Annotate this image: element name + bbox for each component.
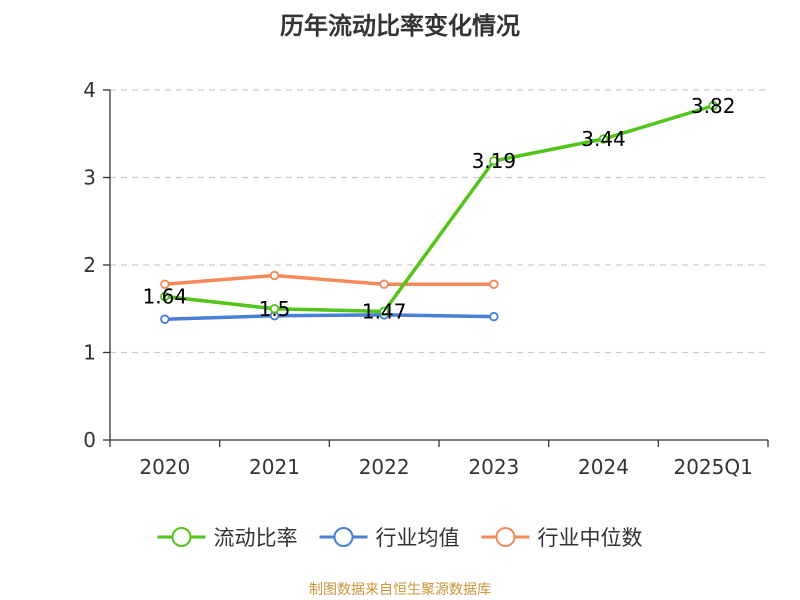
data-label: 3.44	[581, 127, 626, 151]
y-tick-label: 4	[83, 78, 96, 102]
data-point	[489, 311, 499, 322]
data-label: 3.19	[472, 149, 517, 173]
data-point	[269, 304, 280, 314]
legend-label[interactable]: 行业中位数	[538, 526, 643, 550]
legend-marker[interactable]	[171, 527, 192, 547]
data-point	[489, 279, 499, 289]
data-point	[160, 314, 170, 324]
data-point	[269, 270, 280, 281]
chart-title: 历年流动比率变化情况	[280, 12, 520, 40]
data-point	[379, 306, 389, 317]
x-tick-label: 2021	[249, 455, 300, 479]
x-tick-label: 2025Q1	[673, 455, 752, 479]
data-label: 1.47	[362, 299, 407, 323]
legend-label[interactable]: 流动比率	[214, 526, 298, 550]
x-tick-label: 2024	[578, 455, 629, 479]
data-point	[379, 279, 389, 289]
y-tick-label: 1	[83, 341, 96, 365]
series-line	[164, 313, 494, 321]
data-point	[160, 279, 170, 289]
series-line	[164, 104, 714, 314]
source-note: 制图数据来自恒生聚源数据库	[309, 582, 491, 598]
data-point	[598, 134, 609, 144]
data-labels: 1.64 1.5 1.47 3.19 3.44 3.82	[143, 94, 736, 324]
x-tick-label: 2020	[139, 455, 190, 479]
data-label: 1.5	[259, 297, 291, 321]
data-point	[489, 156, 499, 166]
y-tick-label: 2	[83, 253, 96, 277]
data-label: 1.64	[143, 285, 188, 309]
x-tick-label: 2022	[359, 455, 410, 479]
data-label: 3.82	[691, 94, 736, 118]
legend[interactable]: 流动比率 行业均值 行业中位数	[157, 526, 643, 550]
y-tick-label: 0	[83, 428, 96, 452]
series-line	[164, 273, 494, 286]
y-tick-label: 3	[83, 166, 96, 190]
data-point	[708, 101, 718, 111]
series-group	[160, 101, 718, 324]
legend-marker[interactable]	[333, 527, 354, 547]
axes: 0 1 2 3 4 2020 2021 2022 2023 2024 2025Q1	[83, 78, 769, 479]
legend-label[interactable]: 行业均值	[376, 526, 460, 550]
legend-marker[interactable]	[495, 527, 516, 547]
x-tick-label: 2023	[468, 455, 519, 479]
grid-lines	[110, 89, 768, 354]
data-point	[160, 291, 170, 302]
